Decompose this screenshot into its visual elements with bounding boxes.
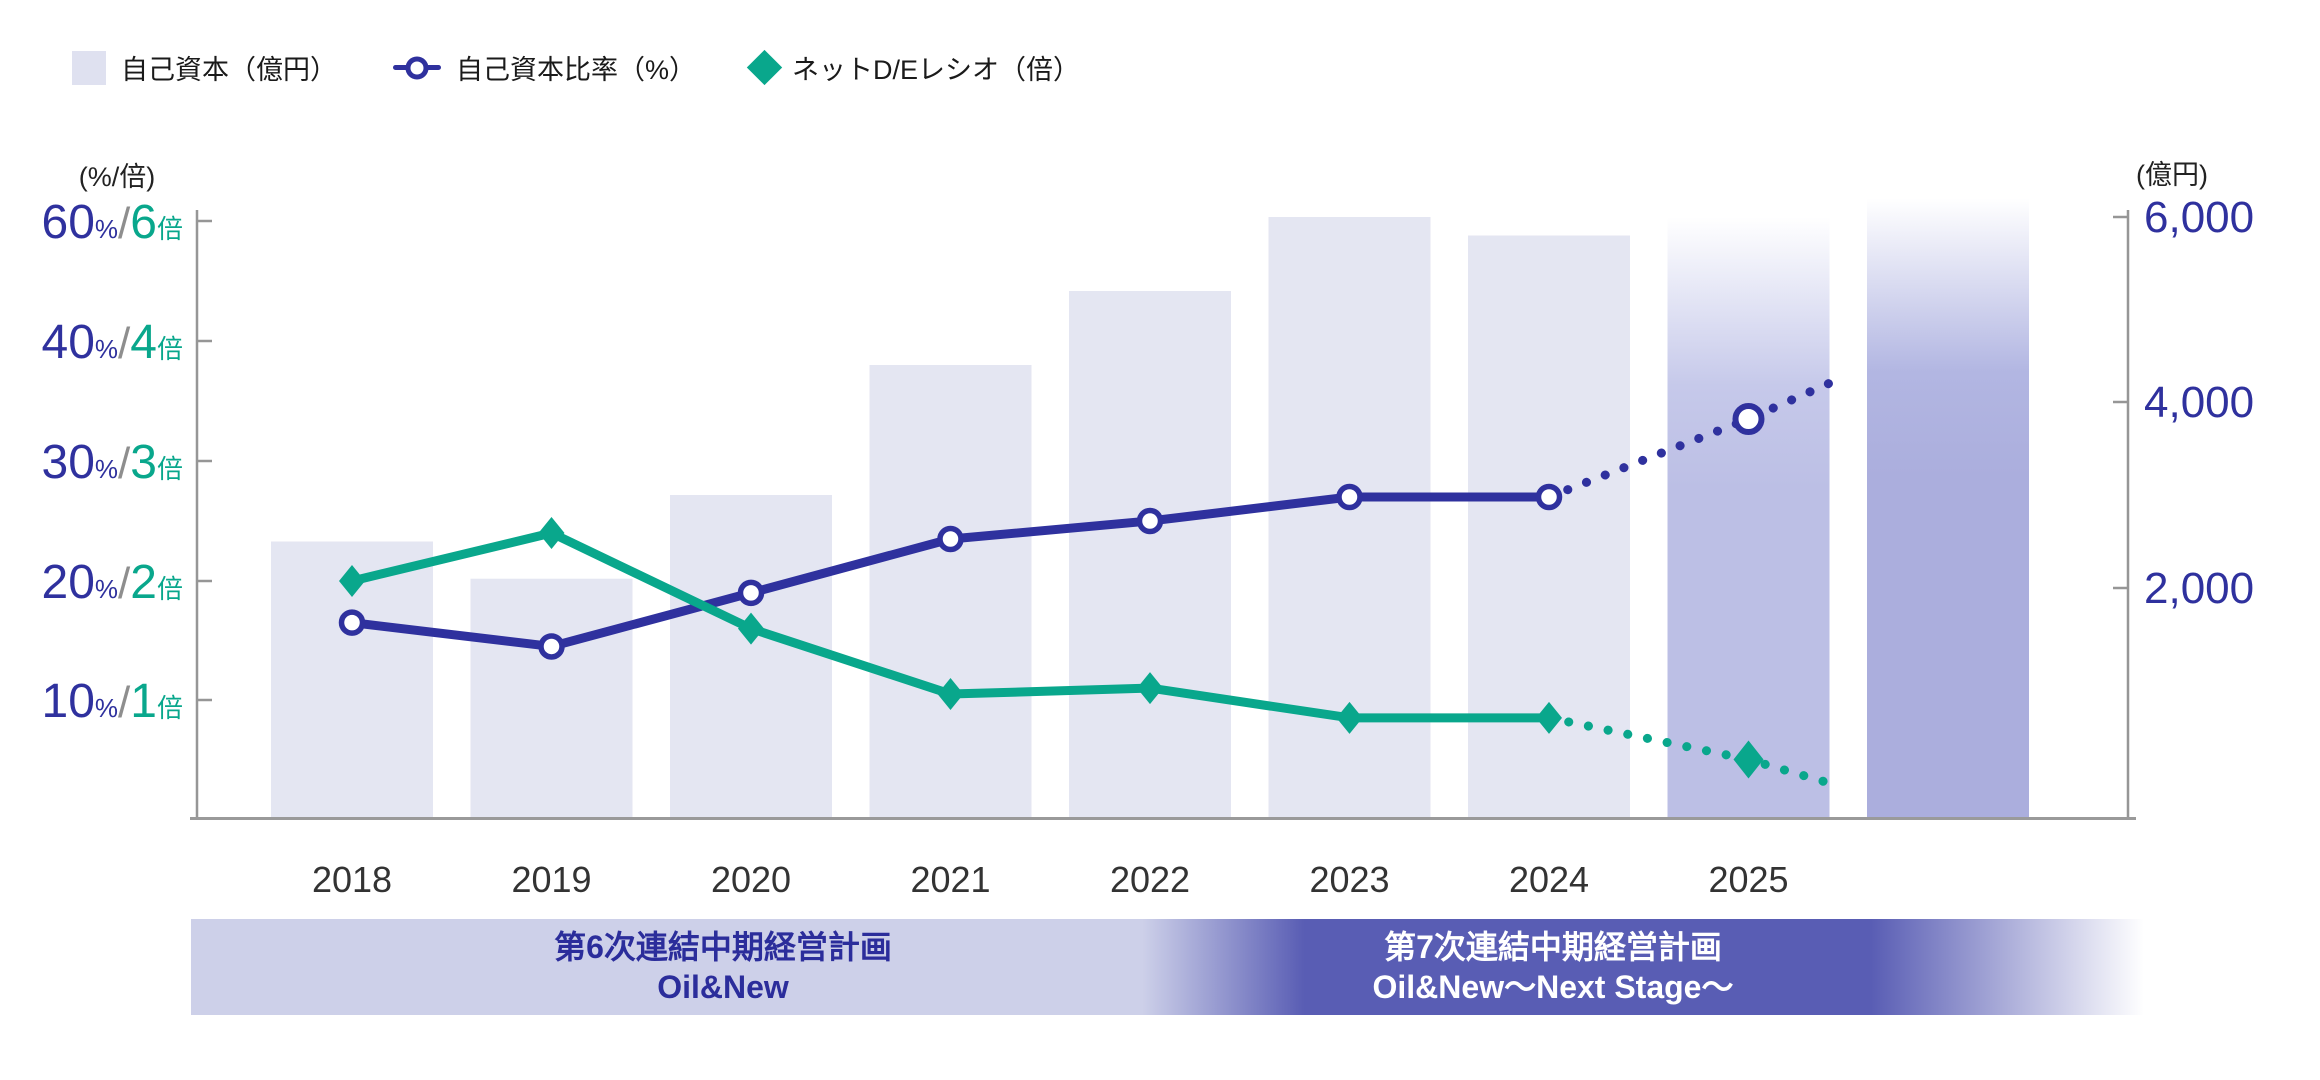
left-tick-label-20: 20%/2倍 <box>42 556 183 609</box>
equity-ratio-marker-2020 <box>737 579 765 607</box>
legend: 自己資本（億円） 自己資本比率（%） ネットD/Eレシオ（倍） <box>72 48 1080 87</box>
plan-6-banner: 第6次連結中期経営計画 Oil&New <box>371 919 1075 1015</box>
plan-6-subtitle: Oil&New <box>657 969 789 1005</box>
net-de-marker-2025 <box>1733 740 1764 779</box>
equity-ratio-marker-2024 <box>1535 483 1563 511</box>
equity-bar-2020 <box>670 495 832 819</box>
legend-label-net-de-ratio: ネットD/Eレシオ（倍） <box>792 55 1081 85</box>
net-de-marker-2023 <box>1336 701 1363 734</box>
equity-ratio-marker-2023 <box>1336 483 1363 511</box>
legend-item-equity: 自己資本（億円） <box>72 48 337 87</box>
plan-7-banner: 第7次連結中期経営計画 Oil&New〜Next Stage〜 <box>1201 919 1905 1015</box>
equity-bar-2022 <box>1069 291 1231 819</box>
equity-ratio-marker-2019 <box>538 633 565 660</box>
diamond-marker-icon <box>746 49 783 86</box>
year-label-2018: 2018 <box>312 859 392 900</box>
legend-item-equity-ratio: 自己資本比率（%） <box>393 48 696 87</box>
labels-layer: 60%/6倍 40%/4倍 30%/3倍 20%/2倍 10%/1倍 6,000 4,000… <box>42 160 2255 900</box>
equity-ratio-marker-2025 <box>1732 403 1765 435</box>
year-label-2022: 2022 <box>1110 859 1190 900</box>
net-de-marker-2024 <box>1536 701 1562 734</box>
plan-6-title: 第6次連結中期経営計画 <box>554 929 892 965</box>
right-tick-label-6000: 6,000 <box>2144 193 2254 242</box>
equity-bar-swatch-icon <box>72 50 106 85</box>
net-de-marker-2019 <box>538 517 565 549</box>
right-tick-label-4000: 4,000 <box>2144 378 2254 427</box>
year-label-2019: 2019 <box>511 859 591 900</box>
year-label-2020: 2020 <box>711 859 791 900</box>
net-de-marker-2022 <box>1137 672 1163 705</box>
right-tick-label-2000: 2,000 <box>2144 564 2254 613</box>
equity-bar-forecast-extra <box>1867 198 2029 819</box>
bars-layer <box>271 198 2029 819</box>
year-label-2023: 2023 <box>1309 859 1389 900</box>
axes-layer <box>190 210 2136 820</box>
year-label-2025: 2025 <box>1708 859 1788 900</box>
legend-label-equity-ratio: 自己資本比率（%） <box>456 55 697 85</box>
midterm-plan-banner: 第6次連結中期経営計画 Oil&New 第7次連結中期経営計画 Oil&New〜… <box>191 919 2215 1015</box>
plan-7-subtitle: Oil&New〜Next Stage〜 <box>1372 969 1734 1005</box>
equity-bar-2021 <box>869 365 1032 819</box>
equity-bar-2025 <box>1667 217 1830 819</box>
plan-7-title: 第7次連結中期経営計画 <box>1384 929 1722 965</box>
equity-bar-2019 <box>470 578 633 819</box>
left-axis-title: (%/倍) <box>79 162 156 192</box>
equity-ratio-marker-2018 <box>338 609 366 636</box>
open-circle-marker-icon <box>393 55 441 81</box>
net-de-marker-2018 <box>339 565 365 597</box>
net-de-marker-2020 <box>738 612 764 645</box>
left-tick-label-30: 30%/3倍 <box>42 436 183 489</box>
legend-label-equity: 自己資本（億円） <box>121 55 337 85</box>
left-tick-label-10: 10%/1倍 <box>42 675 183 728</box>
net-de-marker-2021 <box>937 678 964 711</box>
legend-item-net-de-ratio: ネットD/Eレシオ（倍） <box>746 48 1081 87</box>
left-tick-label-60: 60%/6倍 <box>42 196 183 249</box>
year-label-2021: 2021 <box>910 859 990 900</box>
equity-ratio-marker-2022 <box>1136 507 1164 535</box>
year-label-2024: 2024 <box>1509 859 1589 900</box>
left-tick-label-40: 40%/4倍 <box>42 316 183 369</box>
markers-layer <box>338 403 1765 779</box>
right-axis-title: (億円) <box>2136 160 2208 190</box>
equity-ratio-marker-2021 <box>937 525 964 553</box>
